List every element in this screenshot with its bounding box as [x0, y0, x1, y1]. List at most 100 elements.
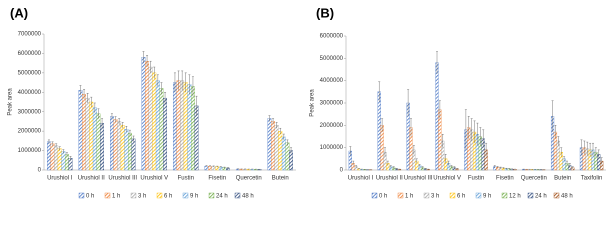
error-bar [392, 166, 395, 169]
error-bar [128, 129, 131, 136]
bar [190, 86, 195, 171]
error-bar [153, 66, 156, 79]
bar [183, 82, 188, 171]
error-bar [47, 139, 50, 144]
y-axis-label: Peak area [310, 89, 316, 117]
legend-swatch [475, 192, 482, 199]
legend-swatch [553, 192, 560, 199]
bar [50, 143, 55, 171]
bar [65, 154, 69, 171]
x-tick-label: Fisetin [208, 176, 226, 182]
error-bar [479, 127, 482, 146]
bar [187, 84, 192, 171]
legend-swatch [527, 192, 534, 199]
y-tick-label: 6000000 [320, 34, 344, 40]
error-bar [597, 149, 600, 159]
error-bar [101, 118, 104, 129]
error-bar [279, 128, 282, 135]
error-bar [223, 166, 226, 169]
panel-label: (A) [10, 5, 28, 20]
error-bar [384, 147, 386, 157]
error-bar [464, 109, 467, 150]
error-bar [410, 118, 412, 137]
legend-swatch [371, 192, 378, 199]
legend-swatch [423, 192, 430, 199]
error-bar [212, 165, 215, 168]
error-bar [600, 157, 603, 165]
bar [285, 142, 290, 171]
legend-label: 3 h [138, 194, 146, 200]
bar [110, 116, 114, 171]
y-tick-label: 5000000 [320, 56, 344, 62]
error-bar [571, 166, 574, 169]
legend-label: 9 h [190, 194, 198, 200]
error-bar [69, 156, 72, 161]
legend-label: 0 h [86, 194, 94, 200]
y-tick-label: 4000000 [320, 78, 344, 84]
bar [435, 62, 439, 171]
error-bar [160, 82, 163, 95]
bar [131, 138, 136, 171]
bar [377, 91, 381, 171]
legend-swatch [501, 192, 508, 199]
error-bar [181, 70, 184, 91]
bar [85, 97, 90, 171]
error-bar [436, 51, 438, 74]
x-tick-label: Urushiol III [404, 176, 433, 182]
x-tick-label: Urushiol III [108, 176, 137, 182]
error-bar [355, 165, 358, 168]
legend-label: 3 h [431, 194, 439, 200]
error-bar [482, 129, 485, 148]
bar [271, 121, 275, 171]
legend-swatch [449, 192, 456, 199]
bar [57, 148, 62, 171]
legend-label: 12 h [509, 194, 521, 200]
legend-swatch [208, 192, 215, 199]
error-bar [195, 95, 198, 116]
error-bar [438, 100, 441, 119]
error-bar [586, 141, 589, 156]
error-bar [381, 118, 384, 133]
error-bar [275, 122, 278, 129]
error-bar [173, 72, 176, 93]
bar [100, 123, 104, 171]
error-bar [268, 115, 271, 122]
bar [145, 61, 149, 171]
y-tick-label: 7000000 [18, 32, 42, 38]
error-bar [563, 156, 566, 162]
y-tick-label: 4000000 [18, 90, 42, 96]
bar [117, 121, 122, 171]
x-tick-label: Fisetin [496, 176, 514, 182]
error-bar [456, 168, 459, 170]
bar [152, 72, 157, 171]
bar [163, 97, 167, 171]
bar [61, 151, 66, 171]
x-tick-label: Urushiol I [348, 176, 374, 182]
error-bar [272, 118, 275, 125]
error-bar [191, 76, 194, 97]
error-bar [560, 147, 563, 157]
error-bar [118, 118, 121, 125]
error-bar [551, 100, 554, 133]
error-bar [83, 89, 86, 100]
error-bar [177, 70, 180, 91]
error-bar [583, 140, 586, 155]
error-bar [502, 167, 505, 169]
error-bar [114, 116, 117, 123]
error-bar [349, 146, 352, 156]
error-bar [146, 55, 149, 68]
x-tick-label: Urushiol II [78, 176, 105, 182]
error-bar [286, 139, 289, 146]
bar [89, 101, 94, 171]
bar [159, 88, 164, 171]
error-bar [395, 168, 398, 170]
error-bar [55, 143, 58, 148]
error-bar [93, 102, 96, 113]
y-tick-label: 2000000 [320, 123, 344, 129]
legend-swatch [397, 192, 404, 199]
legend-label: 0 h [379, 194, 387, 200]
legend-swatch [78, 192, 85, 199]
legend-label: 1 h [405, 194, 413, 200]
error-bar [132, 135, 135, 142]
bar [274, 125, 279, 171]
